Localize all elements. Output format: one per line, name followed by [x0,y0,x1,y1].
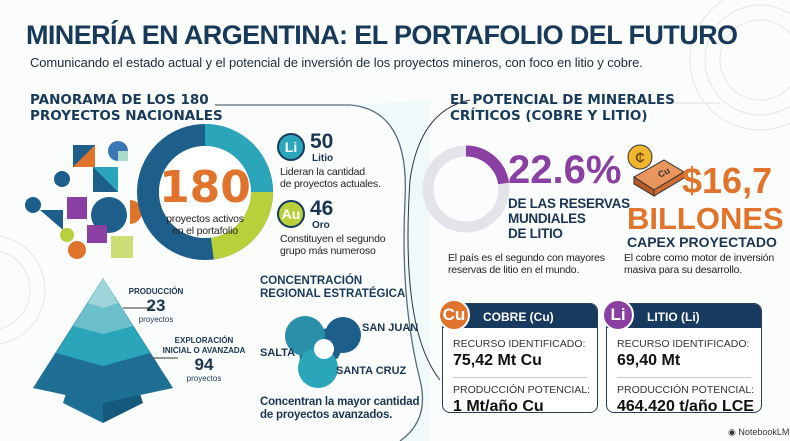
desc-line: masiva para su desarrollo. [624,264,742,276]
label-line: DE LITIO [508,226,563,241]
desc-line: Constituyen el segundo [280,233,386,245]
desc-line: El cobre como motor de inversión [624,252,775,264]
reserves-desc: El país es el segundo con mayores reserva… [448,252,605,276]
projects-donut-chart [137,124,273,260]
project-stage-pyramid [33,278,178,423]
production-stat: PRODUCCIÓN 23 proyectos [125,287,187,325]
copper-ingot-coin-icon: ₵ Cu [627,144,684,197]
gold-desc: Constituyen el segundo grupo más numeroso [280,233,386,257]
production-value: 464.420 t/año LCE [617,398,754,413]
capex-desc: El cobre como motor de inversión masiva p… [624,252,774,276]
resource-value: 69,40 Mt [617,352,681,369]
desc-line: reservas de litio en el mundo. [448,264,580,276]
production-label: PRODUCCIÓN [128,287,184,296]
lithium-count: 50 [310,130,334,153]
lithium-element-badge: Li [602,299,634,331]
region-desc: Concentran la mayor cantidad de proyecto… [260,396,419,422]
notebooklm-logo-icon: ◉ [728,427,739,437]
divider [617,377,751,378]
gold-element-icon: Au [277,200,305,228]
svg-text:₵: ₵ [635,150,645,165]
reserves-label: DE LAS RESERVAS MUNDIALES DE LITIO [508,196,630,241]
page-subtitle: Comunicando el estado actual y el potenc… [30,55,643,70]
heading-line: EL POTENCIAL DE MINERALES [450,92,675,108]
heading-line: PANORAMA DE LOS 180 [30,92,209,108]
minerals-heading: EL POTENCIAL DE MINERALES CRÍTICOS (COBR… [450,92,675,124]
heading-line: REGIONAL ESTRATÉGICA [260,288,406,300]
heading-line: PROYECTOS NACIONALES [30,108,223,124]
desc-line: grupo más numeroso [280,245,376,257]
divider [453,377,587,378]
provinces-map-icon [285,316,361,388]
label-line: DE LAS RESERVAS [508,196,630,211]
brand-label: NotebookLM [738,427,790,437]
desc-line: de proyectos avanzados. [260,409,393,421]
reserves-percent: 22.6% [508,148,622,192]
exploration-stat: EXPLORACIÓN INICIAL O AVANZADA 94 proyec… [156,336,252,384]
gauge-fill [422,145,510,233]
copper-element-badge: Cu [438,299,470,331]
desc-line: Concentran la mayor cantidad [260,396,420,408]
gold-name: Oro [312,220,330,231]
exploration-count: 94 [194,355,214,374]
region-heading: CONCENTRACIÓN REGIONAL ESTRATÉGICA [260,275,405,301]
production-label: PRODUCCIÓN POTENCIAL: [453,384,591,396]
production-count: 23 [146,296,166,315]
province-santa-cruz: SANTA CRUZ [336,365,407,377]
lithium-reserves-gauge [422,145,510,233]
lithium-desc: Lideran la cantidad de proyectos actuales… [280,166,381,190]
production-label: PRODUCCIÓN POTENCIAL: [617,384,755,396]
notebooklm-brand: ◉ NotebookLM [728,427,789,438]
lithium-element-icon: Li [277,133,305,161]
gold-count: 46 [310,197,334,220]
portfolio-heading: PANORAMA DE LOS 180 PROYECTOS NACIONALES [30,92,223,124]
geometric-pattern-decoration [25,141,142,259]
province-san-juan: SAN JUAN [362,322,419,334]
capex-label: CAPEX PROYECTADO [627,234,777,250]
exploration-label: INICIAL O AVANZADA [162,346,246,355]
exploration-label: EXPLORACIÓN [174,336,234,345]
total-projects-count: 180 [159,162,251,213]
lithium-name: Litio [312,153,334,164]
ingot-label: Cu [656,165,671,179]
donut-center: 180 proyectos activos en el portafolio [145,162,265,238]
province-salta: SALTA [260,347,296,359]
desc-line: de proyectos actuales. [280,178,381,190]
resource-label: RECURSO IDENTIFICADO: [453,338,586,350]
heading-line: CRÍTICOS (COBRE Y LITIO) [450,108,648,124]
resource-value: 75,42 Mt Cu [453,352,542,369]
donut-caption: en el portafolio [172,225,238,237]
heading-line: CONCENTRACIÓN [260,275,363,287]
capex-unit: BILLONES [627,201,784,236]
production-value: 1 Mt/año Cu [453,398,544,413]
label-line: MUNDIALES [508,211,586,226]
exploration-unit: proyectos [186,374,222,383]
donut-caption: proyectos activos [166,213,244,225]
desc-line: Lideran la cantidad [280,166,365,178]
resource-label: RECURSO IDENTIFICADO: [617,338,750,350]
desc-line: El país es el segundo con mayores [448,252,605,264]
production-unit: proyectos [138,315,174,324]
page-title: MINERÍA EN ARGENTINA: EL PORTAFOLIO DEL … [26,20,738,50]
donut-segment-gold [137,124,273,260]
capex-amount: $16,7 [682,160,773,201]
